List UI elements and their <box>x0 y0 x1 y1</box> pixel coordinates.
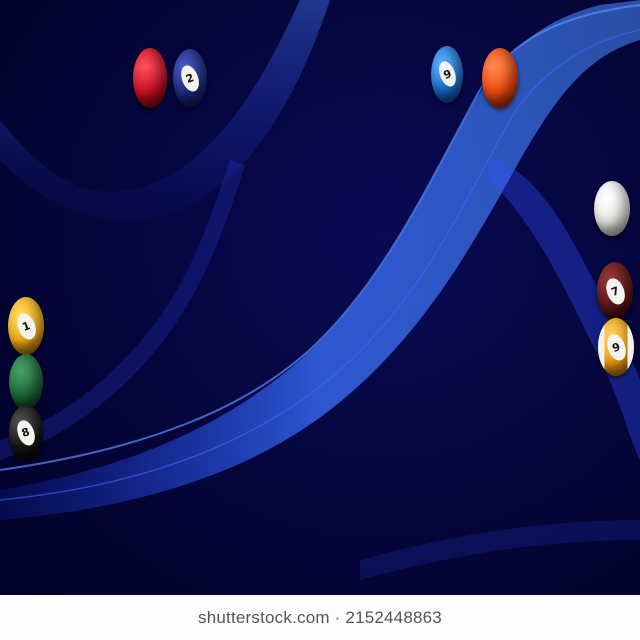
ball-number-spot: 1 <box>13 310 39 342</box>
black-ball-8: 8 <box>9 405 43 461</box>
wave-band-bottom <box>360 520 640 580</box>
blue-stripe-ball-9: 9 <box>431 46 463 103</box>
wave-band-right <box>490 160 640 460</box>
yellow-stripe-ball-9: 9 <box>598 318 634 376</box>
ball-number-spot: 2 <box>178 62 202 94</box>
ball-number-spot: 8 <box>14 418 38 448</box>
wave-band-top-left <box>0 0 330 222</box>
green-ball <box>9 354 43 410</box>
watermark-bar: shutterstock.com · 2152448863 <box>0 595 640 640</box>
billiard-wave-background: 2 9 7 9 1 8 <box>0 0 640 595</box>
blue-ball-2: 2 <box>173 49 207 107</box>
wave-band-main <box>0 0 640 520</box>
cue-ball <box>594 181 630 236</box>
wave-band-lower <box>0 160 245 460</box>
wave-line-1 <box>0 4 640 471</box>
maroon-ball-7: 7 <box>597 262 633 320</box>
wave-line-2 <box>0 29 640 501</box>
red-ball <box>133 48 167 108</box>
ball-number-spot: 9 <box>603 331 629 363</box>
orange-ball <box>482 48 518 108</box>
blue-wave-graphic <box>0 0 640 580</box>
yellow-ball-1: 1 <box>8 297 44 355</box>
ball-number-spot: 7 <box>602 275 628 307</box>
watermark-text: shutterstock.com · 2152448863 <box>198 607 442 627</box>
ball-number-spot: 9 <box>435 59 459 90</box>
